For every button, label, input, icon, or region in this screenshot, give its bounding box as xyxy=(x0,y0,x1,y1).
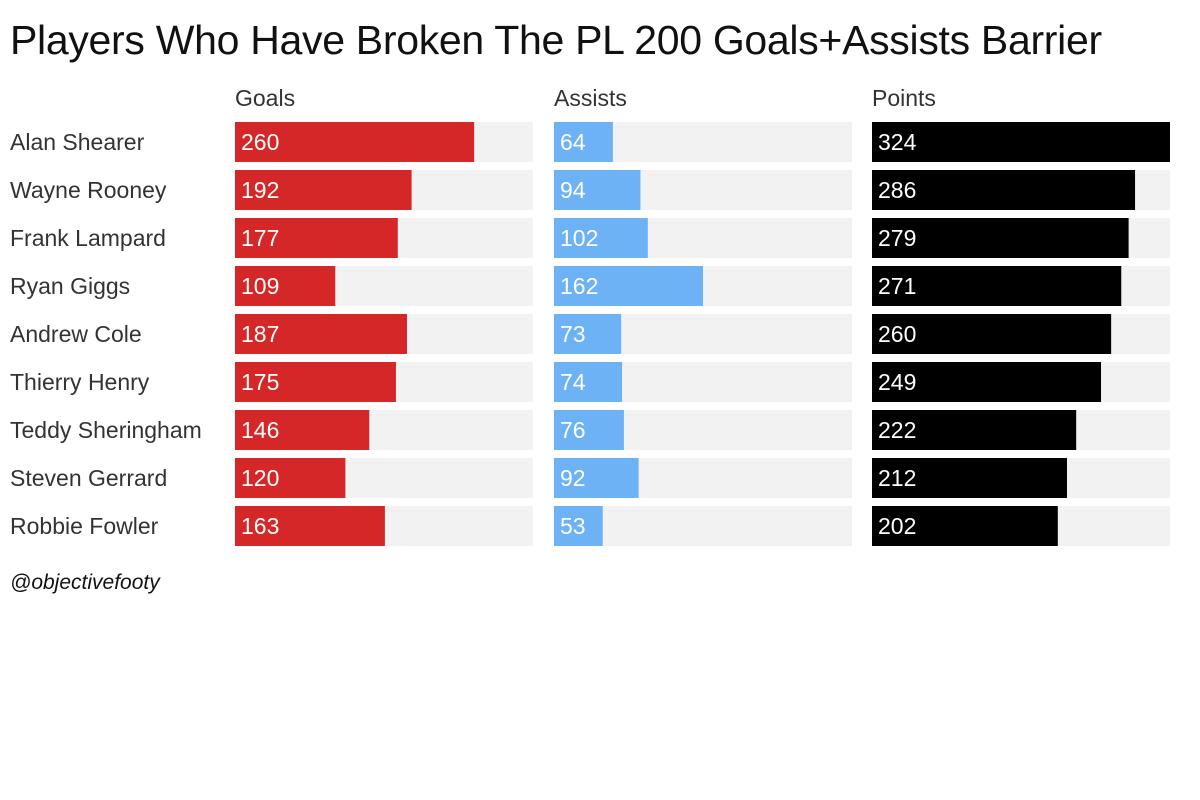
panel-header-assists: Assists xyxy=(554,85,627,111)
value-label-points: 324 xyxy=(878,129,917,155)
bar-goals xyxy=(235,218,398,258)
bar-goals xyxy=(235,506,385,546)
bar-assists xyxy=(554,362,623,402)
bar-points xyxy=(872,122,1170,162)
bar-goals xyxy=(235,362,396,402)
player-name-label: Robbie Fowler xyxy=(10,513,159,539)
bar-goals xyxy=(235,122,475,162)
value-label-assists: 74 xyxy=(560,369,586,395)
bar-goals xyxy=(235,266,336,306)
value-label-points: 202 xyxy=(878,513,916,539)
value-label-goals: 120 xyxy=(241,465,279,491)
player-name-label: Andrew Cole xyxy=(10,321,142,347)
bar-points xyxy=(872,314,1112,354)
value-label-points: 249 xyxy=(878,369,916,395)
value-label-goals: 192 xyxy=(241,177,279,203)
value-label-assists: 92 xyxy=(560,465,586,491)
value-label-goals: 260 xyxy=(241,129,279,155)
value-label-points: 279 xyxy=(878,225,916,251)
value-label-assists: 162 xyxy=(560,273,598,299)
player-name-label: Steven Gerrard xyxy=(10,465,167,491)
panel-headers: Goals Assists Points xyxy=(235,85,936,111)
bar-goals xyxy=(235,458,346,498)
bar-assists xyxy=(554,314,622,354)
chart-title: Players Who Have Broken The PL 200 Goals… xyxy=(10,17,1102,63)
value-label-points: 222 xyxy=(878,417,916,443)
value-label-goals: 187 xyxy=(241,321,279,347)
bar-points xyxy=(872,266,1122,306)
bar-goals xyxy=(235,314,407,354)
bar-assists xyxy=(554,410,624,450)
bar-assists xyxy=(554,266,703,306)
source-credit: @objectivefooty xyxy=(10,571,161,594)
bar-assists xyxy=(554,122,613,162)
value-label-assists: 73 xyxy=(560,321,586,347)
value-labels: 260 192 177 109 187 175 146 120 163 64 94 102 162 73 7… xyxy=(241,129,917,539)
player-name-label: Ryan Giggs xyxy=(10,273,130,299)
bar-points xyxy=(872,458,1067,498)
value-label-goals: 163 xyxy=(241,513,279,539)
value-label-goals: 175 xyxy=(241,369,279,395)
bar-assists xyxy=(554,218,648,258)
value-label-assists: 76 xyxy=(560,417,586,443)
bar-track xyxy=(554,506,852,546)
value-label-points: 212 xyxy=(878,465,916,491)
bar-points xyxy=(872,218,1129,258)
player-name-label: Wayne Rooney xyxy=(10,177,167,203)
panel-header-goals: Goals xyxy=(235,85,295,111)
value-label-assists: 53 xyxy=(560,513,586,539)
bar-points xyxy=(872,170,1136,210)
panel-header-points: Points xyxy=(872,85,936,111)
bar-goals xyxy=(235,410,370,450)
value-label-points: 271 xyxy=(878,273,916,299)
value-label-assists: 102 xyxy=(560,225,598,251)
value-label-goals: 177 xyxy=(241,225,279,251)
value-label-goals: 109 xyxy=(241,273,279,299)
player-name-label: Alan Shearer xyxy=(10,129,145,155)
player-name-label: Teddy Sheringham xyxy=(10,417,202,443)
bar-goals xyxy=(235,170,412,210)
value-label-points: 286 xyxy=(878,177,916,203)
player-names: Alan Shearer Wayne Rooney Frank Lampard Rya… xyxy=(10,129,202,539)
bar-points xyxy=(872,506,1058,546)
bar-points xyxy=(872,410,1077,450)
value-label-assists: 94 xyxy=(560,177,586,203)
value-label-points: 260 xyxy=(878,321,916,347)
bar-assists xyxy=(554,170,641,210)
player-name-label: Thierry Henry xyxy=(10,369,150,395)
bar-points xyxy=(872,362,1102,402)
bars xyxy=(235,122,1170,546)
player-name-label: Frank Lampard xyxy=(10,225,166,251)
value-label-goals: 146 xyxy=(241,417,279,443)
bar-assists xyxy=(554,458,639,498)
bar-assists xyxy=(554,506,603,546)
value-label-assists: 64 xyxy=(560,129,586,155)
